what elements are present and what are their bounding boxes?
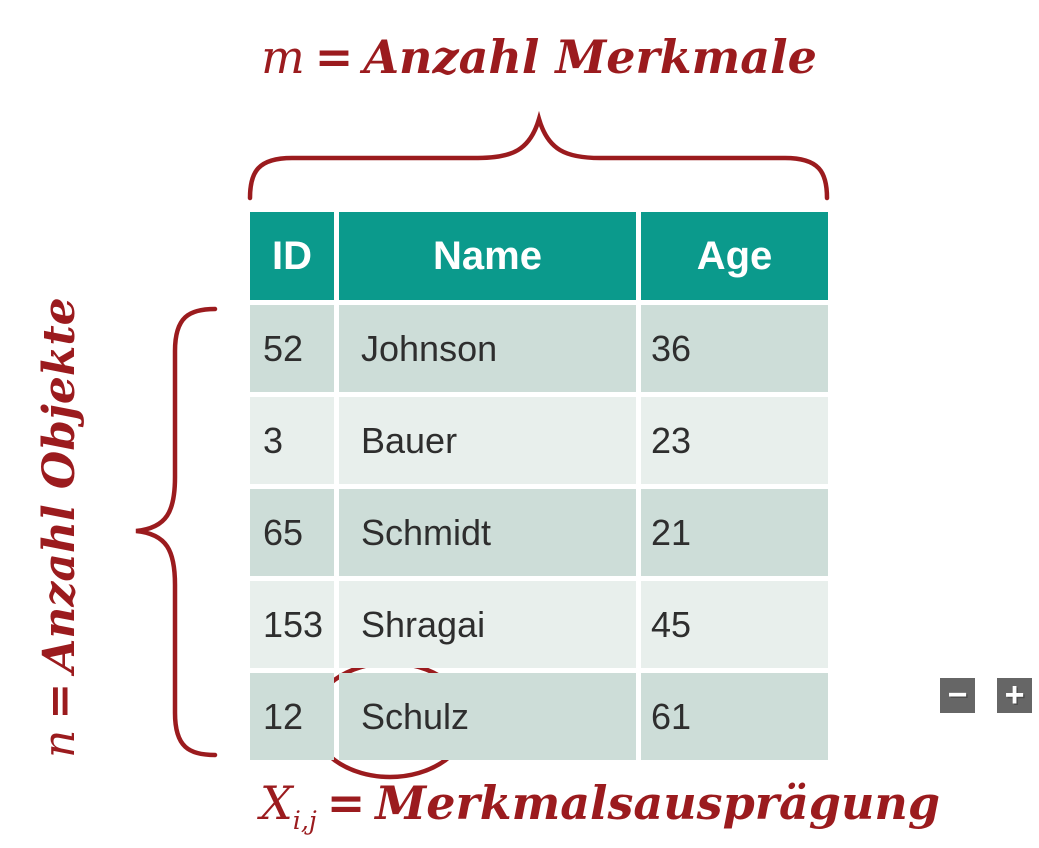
zoom-out-button[interactable]: − bbox=[940, 678, 975, 713]
table-cell: 3 bbox=[250, 397, 334, 484]
left-curly-brace bbox=[135, 306, 218, 758]
table-cell: 12 bbox=[250, 673, 334, 760]
bottom-annotation-variable: X bbox=[260, 776, 293, 830]
zoom-in-button[interactable]: + bbox=[997, 678, 1032, 713]
table-header-name: Name bbox=[339, 212, 636, 300]
left-annotation-label: Anzahl Objekte bbox=[34, 297, 85, 673]
top-annotation-equals: = bbox=[314, 30, 354, 84]
top-curly-brace bbox=[247, 110, 830, 201]
table-cell: 52 bbox=[250, 305, 334, 392]
table-cell: 61 bbox=[641, 673, 828, 760]
data-table: ID Name Age 52 Johnson 36 3 Bauer 23 65 … bbox=[250, 212, 828, 760]
table-cell: Bauer bbox=[339, 397, 636, 484]
bottom-annotation: Xi,j = Merkmalsausprägung bbox=[250, 776, 950, 835]
table-cell: 23 bbox=[641, 397, 828, 484]
table-cell: 36 bbox=[641, 305, 828, 392]
left-annotation-variable: n bbox=[34, 729, 85, 758]
table-header-id: ID bbox=[250, 212, 334, 300]
top-annotation: m = Anzahl Merkmale bbox=[250, 30, 828, 84]
table-cell: Johnson bbox=[339, 305, 636, 392]
table-header-age: Age bbox=[641, 212, 828, 300]
table-cell: Schmidt bbox=[339, 489, 636, 576]
bottom-annotation-label: Merkmalsausprägung bbox=[375, 776, 940, 830]
table-cell: 65 bbox=[250, 489, 334, 576]
left-annotation-equals: = bbox=[34, 682, 85, 720]
table-cell: Shragai bbox=[339, 581, 636, 668]
table-cell: 153 bbox=[250, 581, 334, 668]
table-cell: 45 bbox=[641, 581, 828, 668]
table-cell: Schulz bbox=[339, 673, 636, 760]
top-annotation-variable: m bbox=[261, 30, 305, 84]
bottom-annotation-equals: = bbox=[326, 776, 366, 830]
bottom-annotation-subscript: i,j bbox=[292, 806, 317, 836]
table-cell: 21 bbox=[641, 489, 828, 576]
left-annotation: n = Anzahl Objekte bbox=[32, 297, 88, 758]
top-annotation-label: Anzahl Merkmale bbox=[363, 30, 817, 84]
